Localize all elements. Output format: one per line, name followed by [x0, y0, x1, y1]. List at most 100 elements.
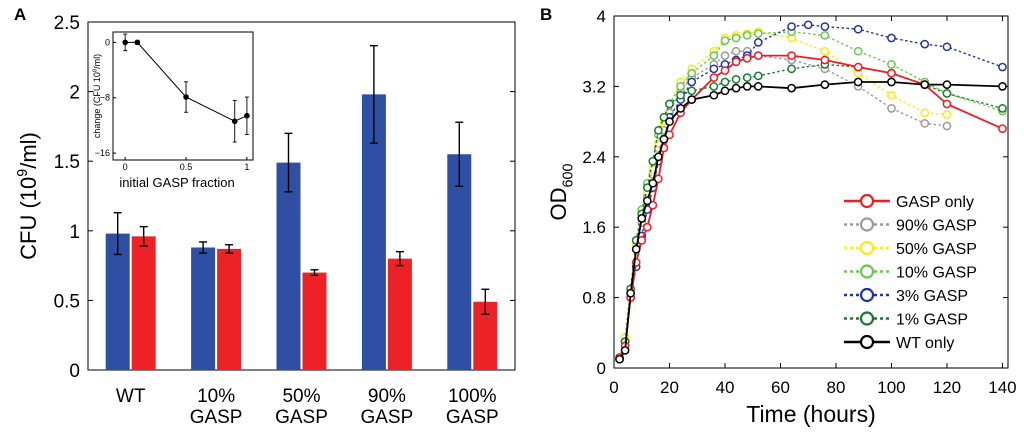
series-point	[648, 178, 658, 188]
y-tick-label-b: 0.8	[582, 289, 606, 308]
inset-x-tick-label: 0.5	[180, 162, 193, 172]
series-point	[659, 134, 669, 144]
axes-frame-b	[613, 15, 1009, 369]
series-point	[887, 77, 896, 87]
inset-point	[183, 94, 189, 100]
inset-point	[231, 118, 238, 125]
category-label: GASP	[360, 407, 413, 428]
series-point	[853, 62, 863, 72]
series-point	[820, 55, 830, 65]
series-point	[887, 60, 896, 69]
series-point	[642, 196, 652, 206]
series-point	[853, 46, 863, 56]
series-point	[615, 354, 624, 364]
series-point	[720, 51, 730, 60]
series-point	[853, 77, 863, 87]
inset-y-tick-label: −16	[95, 148, 110, 158]
series-point	[753, 29, 763, 38]
series-point	[942, 110, 952, 119]
series-point	[887, 104, 896, 113]
series-point	[731, 75, 741, 84]
x-tick-label-b: 60	[771, 378, 790, 397]
legend-label: 50% GASP	[896, 241, 977, 258]
series-point	[648, 156, 658, 166]
panel-label-b: B	[540, 5, 552, 24]
inset-x-tick-label: 0	[123, 162, 128, 172]
series-point	[942, 89, 952, 98]
category-label: GASP	[275, 407, 328, 428]
inset-x-axis-label: initial GASP fraction	[119, 175, 234, 190]
series-point	[753, 51, 763, 60]
series-point	[709, 51, 719, 60]
inset-point	[244, 112, 250, 119]
bar	[131, 236, 156, 370]
inset-y-axis-label: change (CFU 108/ml)	[92, 54, 102, 138]
y-tick-label-b: 4	[597, 7, 606, 26]
series-point	[998, 104, 1007, 113]
series-point	[665, 117, 674, 126]
series-point	[676, 104, 685, 113]
series-point	[920, 39, 930, 49]
y-tick-label-a: 2.5	[54, 13, 80, 34]
legend-label: 1% GASP	[896, 312, 968, 329]
category-label: 90%	[368, 386, 406, 407]
category-label: 10%	[197, 386, 235, 407]
category-label: GASP	[190, 407, 243, 428]
series-point	[631, 244, 641, 254]
series-point	[731, 83, 741, 93]
series-point	[742, 53, 752, 63]
series-point	[998, 82, 1007, 91]
series-point	[942, 121, 952, 131]
y-tick-label-b: 2.4	[582, 148, 606, 167]
legend-marker	[859, 217, 875, 232]
series-point	[731, 46, 741, 56]
legend-marker	[859, 193, 875, 209]
legend-label: WT only	[896, 335, 954, 352]
category-label: 50%	[282, 386, 320, 407]
bar	[447, 154, 472, 370]
series-line	[618, 81, 1003, 360]
series-point	[787, 51, 796, 60]
series-point	[787, 83, 796, 93]
series-point	[942, 42, 952, 52]
series-point	[887, 90, 896, 100]
series-point	[787, 22, 796, 31]
series-point	[654, 152, 663, 162]
series-point	[709, 82, 719, 91]
series-point	[742, 82, 752, 91]
series-point	[753, 38, 763, 47]
y-tick-label-b: 3.2	[582, 77, 606, 96]
series-point	[803, 20, 813, 30]
inset-y-tick-label: 0	[105, 37, 110, 47]
series-point	[626, 288, 635, 298]
y-tick-label-a: 2	[69, 83, 80, 104]
x-axis-label-b: Time (hours)	[746, 401, 876, 427]
inset-point	[134, 39, 141, 46]
x-tick-label-b: 40	[716, 378, 735, 397]
category-label: GASP	[446, 407, 499, 428]
legend-marker	[859, 287, 875, 303]
x-tick-label-b: 0	[609, 378, 618, 397]
series-point	[648, 200, 658, 210]
series-point	[709, 73, 719, 82]
series-point	[642, 222, 652, 232]
series-point	[665, 99, 674, 109]
series-point	[820, 46, 830, 56]
series-point	[731, 57, 741, 67]
series-point	[887, 33, 896, 43]
series-point	[720, 77, 730, 87]
bar	[302, 272, 327, 370]
y-tick-label-a: 1.5	[54, 152, 80, 173]
category-label: 100%	[448, 386, 497, 407]
series-point	[920, 119, 930, 128]
series-point	[654, 174, 663, 184]
series-point	[998, 62, 1007, 72]
legend-label: 10% GASP	[896, 265, 977, 282]
series-point	[731, 33, 741, 43]
series-point	[687, 68, 697, 78]
panel-label-a: A	[14, 5, 26, 24]
category-label: WT	[116, 386, 146, 407]
series-point	[820, 80, 830, 89]
x-tick-label-b: 100	[877, 378, 905, 397]
x-tick-label-b: 80	[827, 378, 846, 397]
